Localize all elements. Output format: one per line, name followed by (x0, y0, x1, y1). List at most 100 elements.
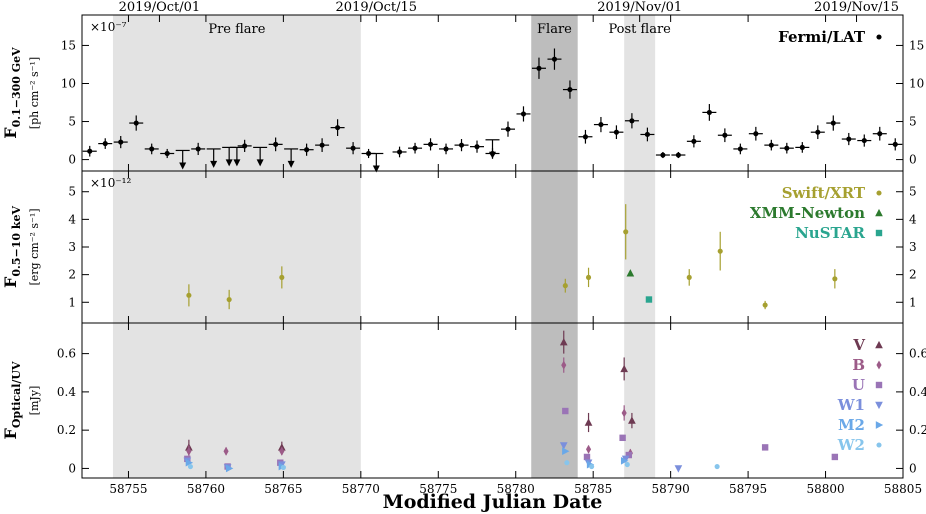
yunit-optical: [mJy] (28, 386, 41, 416)
point-gamma-0-37 (753, 131, 759, 137)
point-xray-0-4 (585, 274, 592, 280)
legend-marker-optical-0 (875, 340, 883, 349)
xtick-label-2: 58765 (264, 482, 302, 496)
legend-marker-xray-2 (875, 229, 883, 237)
xtick-label-9: 58800 (806, 482, 844, 496)
ytick-label-right-optical-3: 0.6 (909, 347, 926, 361)
region-2 (624, 15, 656, 478)
ytick-label-left-optical-1: 0.2 (57, 423, 76, 437)
point-gamma-0-42 (830, 120, 836, 126)
point-gamma-0-18 (458, 142, 465, 148)
point-optical-2-6 (625, 451, 633, 459)
point-optical-5-2 (564, 460, 570, 466)
ul-arrow-7 (489, 151, 496, 159)
xaxis-label: Modified Julian Date (383, 491, 603, 513)
time-regions (112, 15, 656, 478)
ytick-label-left-gamma-1: 5 (68, 115, 76, 129)
point-optical-5-3 (589, 463, 595, 470)
ytick-label-right-gamma-1: 5 (909, 115, 917, 129)
point-gamma-0-46 (892, 141, 898, 147)
legend-marker-optical-1 (876, 360, 882, 370)
point-gamma-0-35 (722, 132, 728, 138)
point-optical-4-5 (620, 456, 629, 465)
point-optical-0-5 (628, 416, 636, 424)
legend-marker-xray-0 (876, 190, 882, 196)
xtick-label-3: 58770 (342, 482, 380, 496)
xtick-label-4: 58775 (419, 482, 457, 496)
point-gamma-0-4 (149, 146, 155, 152)
point-xray-1-0 (626, 269, 635, 277)
legend-marker-optical-2 (875, 381, 883, 389)
region-0 (112, 15, 361, 478)
panel-frames (81, 14, 904, 479)
ul-arrow-0 (179, 162, 187, 170)
legend-label-optical-0: V (852, 336, 865, 354)
top-date-label-3: 2019/Nov/15 (814, 0, 899, 15)
xtick-label-7: 58790 (652, 482, 690, 496)
legend-marker-optical-4 (875, 421, 884, 429)
point-optical-3-3 (559, 442, 568, 450)
point-optical-1-0 (186, 446, 192, 456)
ytick-label-left-gamma-0: 0 (68, 153, 76, 167)
ytick-label-right-xray-1: 2 (909, 268, 917, 282)
point-gamma-0-31 (660, 152, 666, 158)
ytick-label-left-optical-2: 0.4 (57, 385, 76, 399)
yunit-xray: [erg cm⁻² s⁻¹] (28, 208, 41, 285)
point-xray-2-0 (645, 296, 653, 303)
ul-arrow-5 (287, 160, 295, 168)
top-date-label-0: 2019/Oct/01 (119, 0, 201, 15)
legend-label-optical-4: M2 (838, 416, 865, 434)
top-date-label-1: 2019/Oct/15 (336, 0, 418, 15)
point-xray-0-0 (186, 292, 192, 298)
point-optical-1-5 (621, 408, 627, 418)
ul-arrow-1 (210, 160, 218, 168)
point-optical-3-6 (674, 465, 683, 473)
point-gamma-0-23 (536, 65, 542, 71)
point-gamma-0-32 (675, 152, 681, 158)
point-xray-0-1 (226, 296, 232, 303)
point-optical-4-3 (562, 447, 570, 456)
point-optical-5-1 (280, 464, 286, 471)
region-label-2: Post flare (608, 22, 671, 37)
legend-label-xray-2: NuSTAR (795, 224, 865, 242)
ytick-label-left-xray-4: 5 (68, 185, 76, 199)
point-gamma-0-19 (474, 144, 480, 150)
point-optical-2-4 (583, 453, 591, 461)
legend-label-xray-0: Swift/XRT (782, 184, 866, 202)
point-gamma-0-22 (520, 111, 527, 117)
point-gamma-0-8 (273, 141, 279, 147)
point-gamma-0-38 (768, 142, 774, 148)
ytick-label-right-xray-4: 5 (909, 185, 917, 199)
ytick-label-right-optical-1: 0.2 (909, 423, 926, 437)
region-label-1: Flare (537, 22, 572, 37)
xtick-label-0: 58755 (109, 482, 147, 496)
legend-label-optical-3: W1 (837, 396, 865, 414)
point-gamma-0-14 (396, 149, 403, 155)
point-gamma-0-9 (304, 147, 310, 153)
legend-marker-optical-5 (876, 442, 882, 448)
ytick-label-left-gamma-3: 15 (61, 38, 76, 52)
region-label-0: Pre flare (208, 22, 265, 37)
point-gamma-0-45 (877, 131, 883, 137)
point-gamma-0-16 (427, 141, 434, 147)
ytick-label-left-xray-0: 1 (68, 295, 76, 309)
point-optical-2-5 (619, 434, 626, 442)
xtick-label-10: 58805 (884, 482, 922, 496)
point-gamma-0-26 (582, 134, 589, 140)
point-xray-0-8 (762, 302, 768, 308)
legend-label-optical-5: W2 (837, 436, 865, 454)
point-gamma-0-12 (350, 145, 356, 151)
point-optical-1-2 (279, 446, 285, 456)
legends: Fermi/LAT Swift/XRT XMM-Newton NuSTAR VBU W1 M… (750, 28, 866, 454)
point-gamma-0-34 (706, 109, 712, 115)
point-xray-0-9 (832, 276, 838, 282)
point-optical-5-0 (187, 463, 193, 470)
point-optical-4-1 (225, 464, 234, 473)
point-xray-0-6 (686, 274, 692, 280)
point-gamma-0-15 (412, 145, 418, 151)
point-gamma-0-24 (551, 56, 558, 62)
point-optical-5-5 (714, 463, 720, 470)
point-optical-1-1 (223, 446, 229, 456)
